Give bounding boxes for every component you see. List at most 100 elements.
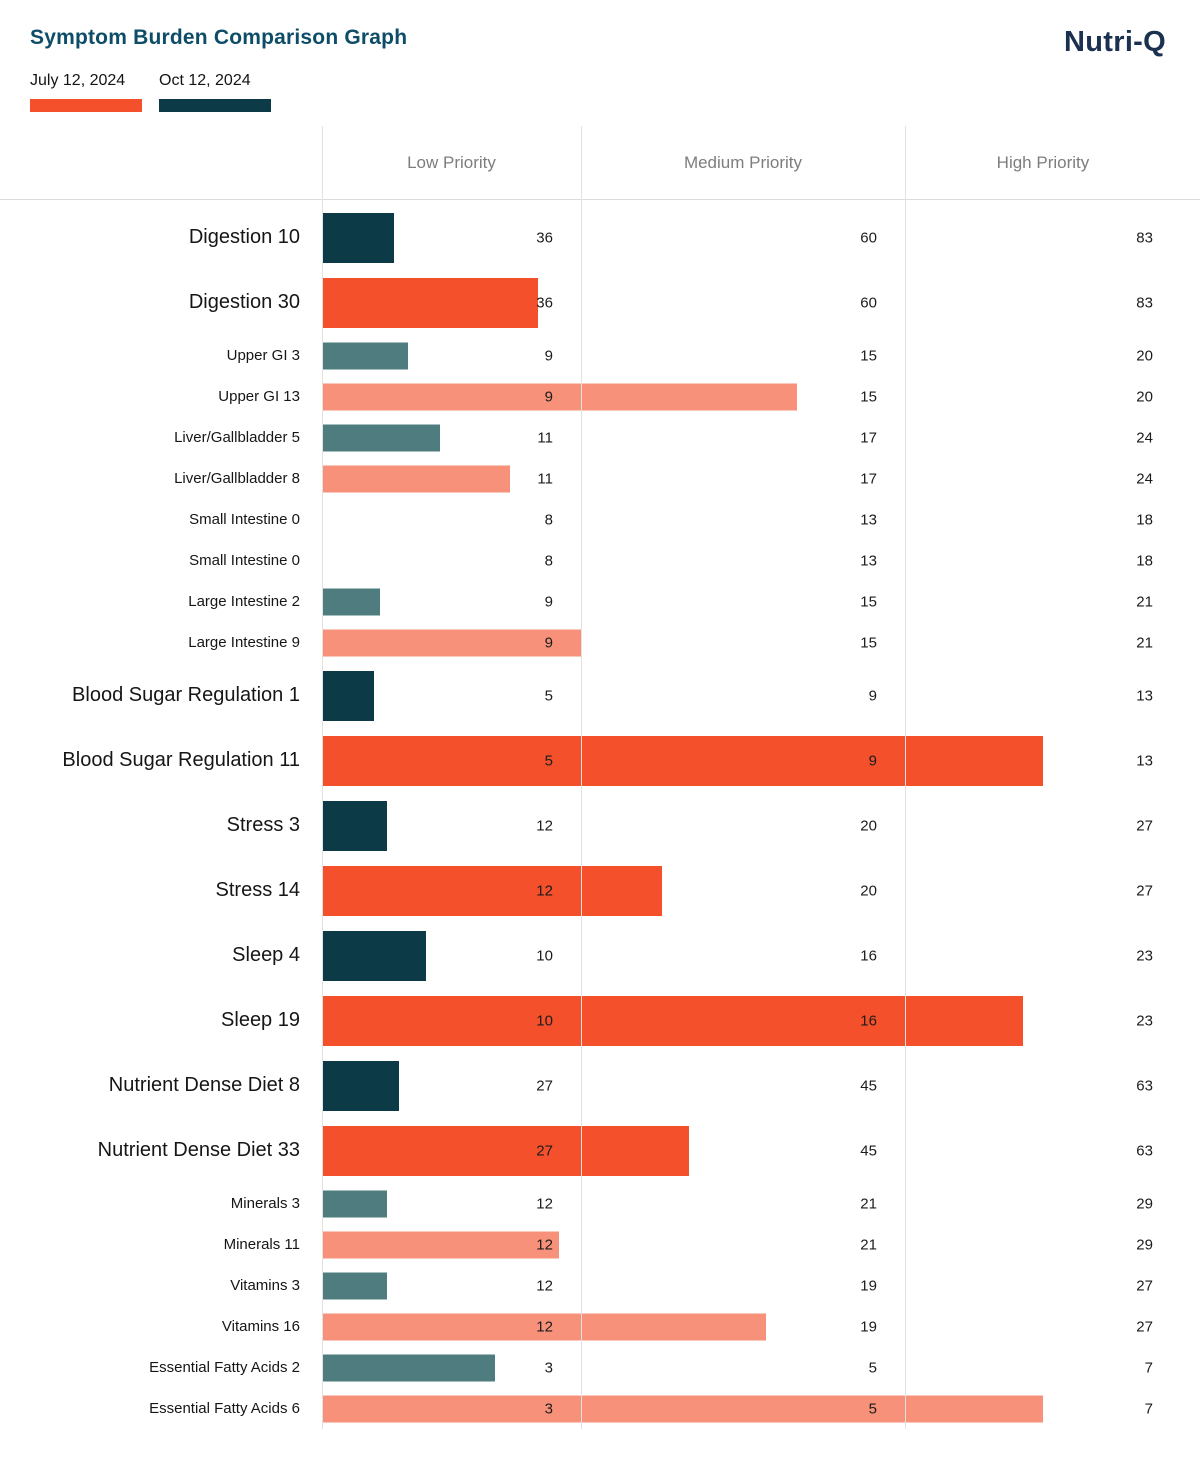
low-threshold-value: 5: [544, 687, 553, 704]
medium-threshold-value: 45: [860, 1142, 877, 1159]
chart-row: Stress 14 12 20 27: [0, 858, 1200, 923]
row-label: Essential Fatty Acids 6: [149, 1400, 300, 1417]
chart-row: Minerals 11 12 21 29: [0, 1224, 1200, 1265]
low-threshold-value: 9: [544, 634, 553, 651]
row-label: Digestion 10: [188, 226, 300, 248]
legend-label-oct: Oct 12, 2024: [159, 72, 251, 89]
row-label: Blood Sugar Regulation 11: [62, 749, 300, 771]
row-label: Sleep 19: [221, 1009, 300, 1031]
row-label: Small Intestine 0: [189, 552, 300, 569]
medium-threshold-value: 16: [860, 1012, 877, 1029]
row-label: Vitamins 16: [221, 1318, 300, 1335]
chart-row: Essential Fatty Acids 2 3 5 7: [0, 1347, 1200, 1388]
row-label: Vitamins 3: [230, 1277, 300, 1294]
july-value-bar: [322, 277, 538, 328]
july-value-bar: [322, 865, 662, 916]
medium-threshold-value: 15: [860, 347, 877, 364]
legend-item-july: July 12, 2024: [30, 72, 142, 112]
row-plot: 12 19 27: [322, 1265, 1181, 1306]
row-plot: 11 17 24: [322, 417, 1181, 458]
medium-threshold-value: 21: [860, 1195, 877, 1212]
high-threshold-value: 24: [1136, 470, 1153, 487]
chart-row: Large Intestine 2 9 15 21: [0, 581, 1200, 622]
chart-row: Sleep 19 10 16 23: [0, 988, 1200, 1053]
oct-value-bar: [322, 1060, 399, 1111]
low-threshold-value: 36: [536, 294, 553, 311]
row-plot: 27 45 63: [322, 1118, 1181, 1183]
high-threshold-value: 20: [1136, 347, 1153, 364]
chart-row: Upper GI 13 9 15 20: [0, 376, 1200, 417]
row-label: Stress 3: [226, 814, 300, 836]
row-label: Stress 14: [215, 879, 300, 901]
high-threshold-value: 21: [1136, 593, 1153, 610]
low-threshold-value: 11: [537, 429, 553, 446]
oct-value-bar: [322, 588, 380, 615]
row-label: Nutrient Dense Diet 33: [97, 1139, 300, 1161]
low-threshold-value: 11: [537, 470, 553, 487]
chart-rows: Digestion 10 36 60 83 Digestion 30 36 60 83 Uppe…: [0, 200, 1200, 1429]
row-plot: 9 15 20: [322, 335, 1181, 376]
medium-threshold-value: 13: [860, 552, 877, 569]
high-threshold-value: 23: [1136, 947, 1153, 964]
high-threshold-value: 13: [1136, 752, 1153, 769]
july-value-bar: [322, 735, 1043, 786]
medium-threshold-value: 15: [860, 593, 877, 610]
row-plot: 12 21 29: [322, 1224, 1181, 1265]
low-threshold-value: 12: [536, 1277, 553, 1294]
july-value-bar: [322, 1395, 1043, 1422]
low-threshold-value: 9: [544, 388, 553, 405]
chart-row: Liver/Gallbladder 8 11 17 24: [0, 458, 1200, 499]
row-plot: 10 16 23: [322, 923, 1181, 988]
page-title: Symptom Burden Comparison Graph: [30, 26, 408, 49]
legend-label-july: July 12, 2024: [30, 72, 126, 89]
chart-row: Small Intestine 0 8 13 18: [0, 540, 1200, 581]
row-label: Upper GI 13: [218, 388, 300, 405]
low-threshold-value: 8: [544, 552, 553, 569]
row-label: Nutrient Dense Diet 8: [108, 1074, 300, 1096]
medium-threshold-value: 19: [860, 1277, 877, 1294]
row-plot: 9 15 21: [322, 622, 1181, 663]
low-threshold-value: 8: [544, 511, 553, 528]
legend: July 12, 2024 Oct 12, 2024: [30, 72, 407, 112]
chart-row: Digestion 10 36 60 83: [0, 205, 1200, 270]
oct-value-bar: [322, 1272, 387, 1299]
high-threshold-value: 18: [1136, 511, 1153, 528]
high-threshold-value: 29: [1136, 1195, 1153, 1212]
july-value-bar: [322, 1125, 689, 1176]
low-threshold-value: 12: [536, 817, 553, 834]
row-plot: 36 60 83: [322, 205, 1181, 270]
row-plot: 3 5 7: [322, 1347, 1181, 1388]
row-plot: 10 16 23: [322, 988, 1181, 1053]
row-label: Sleep 4: [232, 944, 300, 966]
high-threshold-value: 24: [1136, 429, 1153, 446]
row-plot: 36 60 83: [322, 270, 1181, 335]
chart-row: Digestion 30 36 60 83: [0, 270, 1200, 335]
medium-threshold-value: 9: [868, 752, 877, 769]
july-value-bar: [322, 465, 511, 492]
legend-swatch-july: [30, 99, 142, 112]
low-threshold-value: 27: [536, 1142, 553, 1159]
page-header: Symptom Burden Comparison Graph July 12,…: [0, 0, 1200, 112]
label-column-spacer: [0, 126, 322, 199]
medium-threshold-value: 5: [868, 1359, 877, 1376]
low-threshold-value: 5: [544, 752, 553, 769]
low-threshold-value: 12: [536, 1195, 553, 1212]
row-label: Liver/Gallbladder 5: [174, 429, 300, 446]
high-threshold-value: 20: [1136, 388, 1153, 405]
high-threshold-value: 7: [1144, 1359, 1153, 1376]
medium-threshold-value: 20: [860, 882, 877, 899]
chart-row: Nutrient Dense Diet 8 27 45 63: [0, 1053, 1200, 1118]
high-threshold-value: 7: [1144, 1400, 1153, 1417]
medium-threshold-value: 45: [860, 1077, 877, 1094]
oct-value-bar: [322, 342, 409, 369]
low-threshold-value: 12: [536, 1318, 553, 1335]
chart-row: Minerals 3 12 21 29: [0, 1183, 1200, 1224]
high-threshold-value: 23: [1136, 1012, 1153, 1029]
high-threshold-value: 27: [1136, 1277, 1153, 1294]
oct-value-bar: [322, 670, 374, 721]
chart-row: Sleep 4 10 16 23: [0, 923, 1200, 988]
medium-threshold-value: 5: [868, 1400, 877, 1417]
medium-threshold-value: 60: [860, 229, 877, 246]
row-plot: 8 13 18: [322, 499, 1181, 540]
